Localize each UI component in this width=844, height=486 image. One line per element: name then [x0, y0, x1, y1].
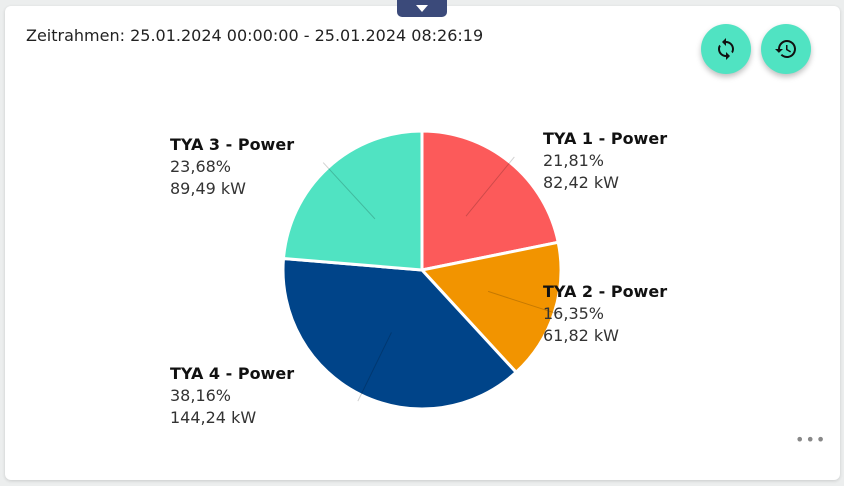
refresh-button[interactable] [701, 24, 751, 74]
slice-label-tya4: TYA 4 - Power 38,16% 144,24 kW [170, 364, 295, 427]
history-icon [775, 40, 796, 58]
slice-label-tya1: TYA 1 - Power 21,81% 82,42 kW [543, 129, 668, 192]
more-options-button[interactable]: ••• [795, 430, 827, 449]
collapse-toggle-button[interactable] [397, 0, 447, 17]
leader-line-1 [465, 156, 515, 217]
pie-slice-1[interactable] [420, 129, 560, 272]
pie-slice-4[interactable] [281, 129, 424, 272]
refresh-icon [718, 38, 734, 60]
pie-slice-2[interactable] [419, 240, 563, 375]
slice-label-tya2: TYA 2 - Power 16,35% 61,82 kW [543, 282, 668, 345]
pie-slice-3[interactable] [281, 256, 519, 411]
leader-line-3 [357, 332, 392, 402]
slice-label-tya3: TYA 3 - Power 23,68% 89,49 kW [170, 135, 295, 198]
leader-line-4 [322, 162, 376, 220]
timeframe-label: Zeitrahmen: 25.01.2024 00:00:00 - 25.01.… [26, 26, 484, 45]
caret-down-icon [416, 5, 428, 12]
history-button[interactable] [761, 24, 811, 74]
leader-line-2 [487, 290, 562, 316]
